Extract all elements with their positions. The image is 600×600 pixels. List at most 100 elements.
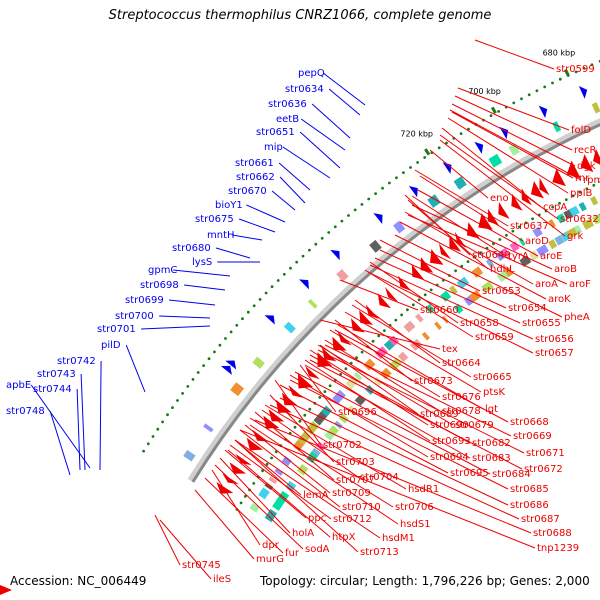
minor-tick (156, 427, 160, 431)
function-track-segment (536, 244, 549, 257)
forward-gene-label: str0662 (236, 172, 275, 183)
reverse-gene-label: str0704 (360, 472, 399, 483)
function-track-segment (249, 503, 260, 513)
reverse-gene-label: str0684 (492, 469, 531, 480)
forward-label-leader (232, 234, 263, 241)
minor-tick (213, 350, 216, 354)
reverse-label-leader (219, 457, 291, 534)
reverse-gene-label: str0665 (473, 372, 512, 383)
minor-tick (241, 317, 244, 321)
reverse-gene-label: hsdS1 (400, 519, 431, 530)
reverse-label-leader (429, 149, 489, 199)
reverse-gene-label: str0658 (460, 318, 499, 329)
reverse-label-leader (324, 339, 441, 412)
forward-label-leader (99, 360, 102, 471)
reverse-label-leader (317, 349, 525, 454)
forward-label-leader (299, 131, 341, 169)
reverse-label-leader (364, 269, 474, 338)
reverse-gene-label: str0655 (522, 318, 561, 329)
reverse-gene-label: str0673 (414, 376, 453, 387)
minor-tick (146, 442, 150, 446)
reverse-label-leader (279, 397, 509, 506)
function-track-segment (328, 425, 339, 436)
forward-gene-label: str0636 (268, 99, 307, 110)
minor-tick (235, 323, 239, 327)
reverse-gene-arrow (430, 249, 444, 265)
minor-tick (416, 161, 419, 164)
reverse-gene-label: str0669 (513, 431, 552, 442)
inner-minor-tick (360, 350, 364, 354)
minor-tick (327, 231, 331, 234)
forward-label-leader (300, 118, 346, 151)
forward-gene-label: str0675 (195, 214, 234, 225)
minor-tick (171, 406, 174, 409)
outer-track-segment (283, 321, 296, 334)
reverse-gene-label: eno (490, 193, 509, 204)
inner-minor-tick (377, 334, 381, 338)
forward-label-leader (30, 384, 91, 469)
reverse-gene-label: str0690 (430, 420, 469, 431)
inner-minor-tick (355, 356, 358, 359)
reverse-gene-arrow (288, 384, 304, 398)
forward-gene-arrow (264, 315, 275, 325)
minor-tick (264, 291, 268, 295)
reverse-gene-label: aroF (569, 279, 591, 290)
function-track-segment (415, 313, 424, 323)
ruler-tick-label: 680 kbp (543, 49, 576, 58)
ruler-tick-label: 700 kbp (468, 87, 501, 96)
function-track-segment (363, 358, 376, 371)
reverse-label-leader (379, 239, 481, 292)
reverse-gene-arrow (420, 257, 434, 273)
reverse-label-leader (264, 404, 407, 490)
minor-tick (402, 171, 405, 175)
forward-label-leader (76, 388, 81, 471)
function-track-segment (397, 351, 409, 363)
inner-minor-tick (323, 390, 327, 393)
reverse-label-leader (451, 103, 576, 167)
function-track-segment (286, 480, 297, 491)
reverse-gene-label: ccpA (543, 202, 567, 213)
inner-minor-tick (423, 293, 427, 297)
inner-minor-tick (239, 501, 243, 505)
reverse-label-leader (194, 489, 255, 560)
reverse-gene-label: aroB (554, 264, 577, 275)
reverse-gene-arrow (229, 462, 247, 474)
minor-tick (202, 364, 206, 367)
reverse-label-leader (374, 257, 521, 324)
minor-tick (512, 101, 516, 105)
forward-label-leader (169, 299, 216, 306)
function-track-segment (501, 247, 510, 258)
reverse-gene-arrow (252, 429, 269, 442)
reverse-gene-arrow (552, 168, 566, 187)
reverse-gene-label: lgt (485, 404, 498, 415)
outer-track-segment (591, 102, 600, 114)
minor-tick (590, 63, 594, 67)
inner-minor-tick (298, 419, 302, 423)
inner-minor-tick (344, 367, 348, 371)
minor-tick (543, 85, 547, 89)
reverse-label-leader (319, 344, 419, 415)
reverse-label-leader (369, 264, 534, 340)
reverse-gene-arrow (359, 310, 373, 325)
reverse-gene-label: str0656 (535, 334, 574, 345)
forward-label-leader (125, 344, 146, 393)
reverse-label-leader (417, 189, 539, 257)
reverse-label-leader (394, 234, 563, 318)
function-track-segment (313, 411, 328, 426)
function-track-segment (471, 266, 484, 278)
inner-minor-tick (564, 198, 568, 202)
function-track-segment (324, 429, 336, 441)
reverse-gene-label: aroE (540, 251, 562, 262)
major-tick (424, 148, 431, 156)
reverse-gene-label: recR (574, 145, 597, 156)
minor-tick (186, 385, 190, 388)
reverse-gene-label: tyrA (508, 251, 529, 262)
reverse-gene-arrow (593, 148, 600, 165)
reverse-label-leader (294, 371, 491, 475)
reverse-label-leader (324, 344, 512, 437)
major-tick (490, 106, 497, 114)
inner-minor-tick (524, 221, 528, 225)
reverse-gene-label: str0683 (472, 453, 511, 464)
genes-value: 2,000 (555, 574, 590, 588)
minor-tick (276, 279, 280, 282)
